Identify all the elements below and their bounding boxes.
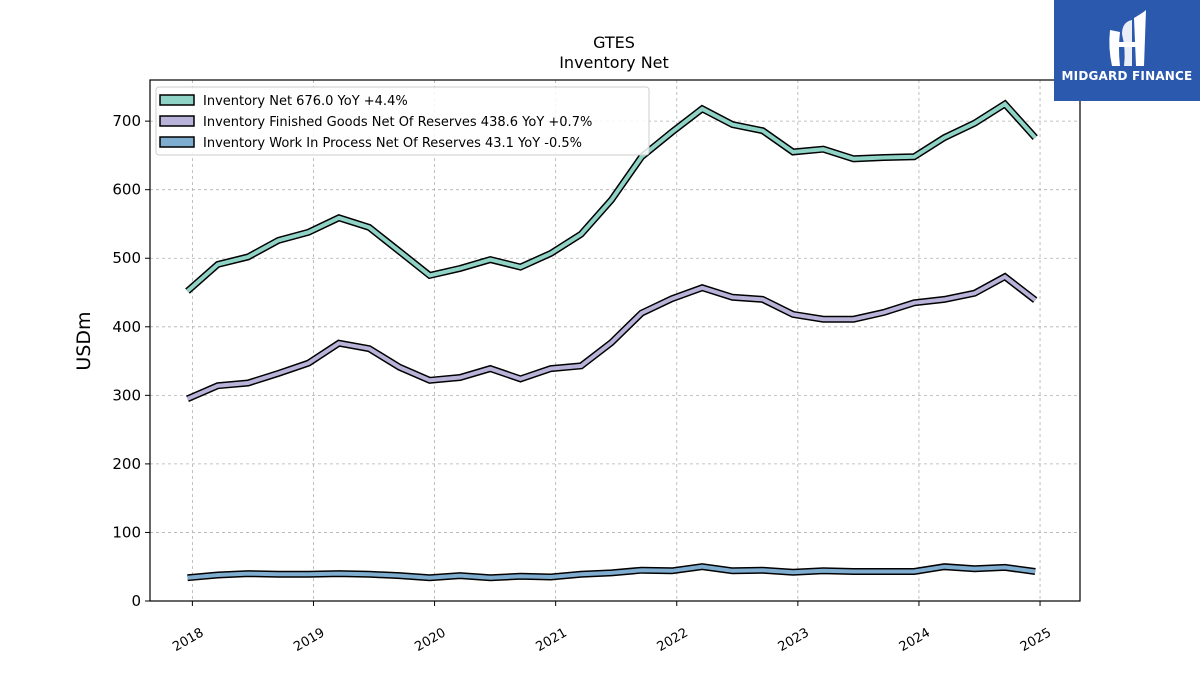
series-line — [187, 564, 1036, 580]
legend-swatch — [159, 136, 195, 148]
series-2 — [187, 563, 1036, 582]
y-tick-label: 300 — [112, 386, 141, 404]
x-tick-label: 2024 — [897, 625, 933, 655]
y-tick-label: 400 — [112, 318, 141, 336]
legend: Inventory Net 676.0 YoY +4.4% Inventory F… — [155, 86, 650, 156]
legend-label: Inventory Finished Goods Net Of Reserves… — [203, 115, 592, 130]
x-tick-label: 2019 — [291, 625, 327, 655]
y-tick-label: 500 — [112, 249, 141, 267]
y-tick-label: 0 — [131, 592, 141, 610]
legend-swatch — [159, 115, 195, 127]
y-axis-label: USDm — [73, 311, 95, 370]
x-tick-label: 2022 — [655, 625, 691, 655]
series-line — [186, 101, 1037, 293]
series-1 — [186, 272, 1038, 403]
plot-frame — [149, 79, 1081, 602]
x-tick-label: 2025 — [1018, 625, 1054, 655]
series-line — [186, 274, 1037, 401]
series-lines — [185, 99, 1038, 582]
legend-label: Inventory Net 676.0 YoY +4.4% — [203, 94, 408, 109]
y-tick-label: 200 — [112, 455, 141, 473]
legend-swatch — [159, 94, 195, 106]
y-tick-label: 600 — [112, 181, 141, 199]
x-tick-label: 2020 — [412, 625, 448, 655]
y-tick-label: 100 — [112, 523, 141, 541]
brand-logo: MIDGARD FINANCE — [1054, 0, 1200, 101]
chart-title: GTES — [593, 33, 635, 52]
gridlines — [150, 80, 1080, 602]
chart-subtitle: Inventory Net — [559, 53, 669, 72]
midgard-logo-icon — [1109, 10, 1146, 66]
legend-box — [155, 86, 650, 156]
x-tick-label: 2023 — [776, 625, 812, 655]
legend-label: Inventory Work In Process Net Of Reserve… — [203, 136, 582, 151]
brand-name: MIDGARD FINANCE — [1061, 69, 1193, 83]
series-line-outline — [186, 272, 1038, 403]
x-tick-label: 2021 — [534, 625, 570, 655]
y-tick-label: 700 — [112, 112, 141, 130]
x-tick-label: 2018 — [170, 625, 206, 655]
series-0 — [185, 99, 1038, 294]
